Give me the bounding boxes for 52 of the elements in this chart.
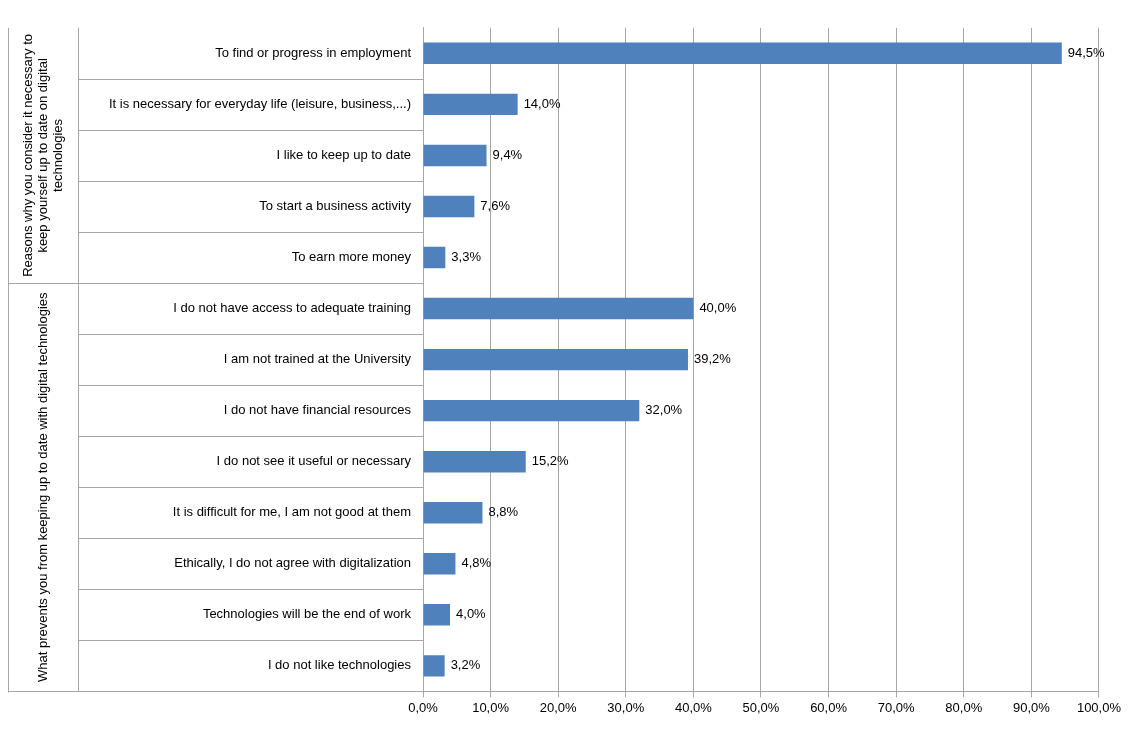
x-tick-label: 10,0% <box>472 699 510 715</box>
y-tick-label: I do not see it useful or necessary <box>216 453 412 469</box>
data-label: 39,2% <box>693 351 732 367</box>
bar <box>423 450 526 473</box>
bar <box>423 604 451 626</box>
x-tick-label: 90,0% <box>1012 699 1051 715</box>
bar <box>423 502 483 524</box>
y-tick-label: I am not trained at the University <box>223 351 412 367</box>
y-tick-label: I do not like technologies <box>267 657 412 673</box>
x-tick-label: 0,0% <box>408 699 439 715</box>
bar <box>423 348 688 371</box>
y-tick-label: To earn more money <box>291 249 412 265</box>
bar <box>423 297 694 320</box>
x-tick-label: 50,0% <box>742 699 780 715</box>
data-label: 94,5% <box>1067 44 1106 60</box>
data-label: 14,0% <box>523 95 561 111</box>
data-label: 4,0% <box>456 606 487 622</box>
data-label: 8,8% <box>488 504 519 520</box>
data-label: 4,8% <box>461 555 492 571</box>
y-tick-label: I like to keep up to date <box>276 146 411 162</box>
x-tick-label: 40,0% <box>674 699 713 715</box>
data-label: 9,4% <box>492 146 523 162</box>
bar <box>423 93 518 116</box>
y-tick-label: Technologies will be the end of work <box>202 606 412 622</box>
x-tick-label: 70,0% <box>877 699 916 715</box>
data-label: 7,6% <box>480 198 511 214</box>
x-tick-label: 100,0% <box>1076 699 1122 715</box>
data-label: 3,3% <box>451 249 482 265</box>
y-tick-label: It is difficult for me, I am not good at them <box>172 504 411 520</box>
y-tick-label: To find or progress in employment <box>215 44 412 60</box>
data-label: 40,0% <box>699 300 737 316</box>
bar <box>423 399 640 422</box>
text: What prevents you from keeping up to date with digital technologies <box>34 291 50 682</box>
data-label: 15,2% <box>531 453 570 469</box>
y-tick-label: Ethically, I do not agree with digitalization <box>174 555 411 571</box>
bar <box>423 553 456 575</box>
data-label: 3,2% <box>450 657 481 673</box>
x-tick-label: 80,0% <box>945 699 983 715</box>
bar <box>423 246 446 269</box>
bar <box>423 195 475 218</box>
text: Reasons why you consider it necessary to keep yourself up to date on digital technologies <box>19 34 65 277</box>
bar <box>423 655 445 677</box>
bar <box>423 144 487 167</box>
bar <box>423 42 1062 65</box>
x-tick-label: 60,0% <box>810 699 848 715</box>
x-tick-label: 20,0% <box>539 699 578 715</box>
y-tick-label: It is necessary for everyday life (leisure, business,...) <box>108 95 411 111</box>
x-tick-label: 30,0% <box>607 699 645 715</box>
y-tick-label: I do not have financial resources <box>223 402 412 418</box>
data-label: 32,0% <box>645 402 683 418</box>
y-tick-label: I do not have access to adequate training <box>173 300 411 316</box>
y-tick-label: To start a business activity <box>259 198 412 214</box>
